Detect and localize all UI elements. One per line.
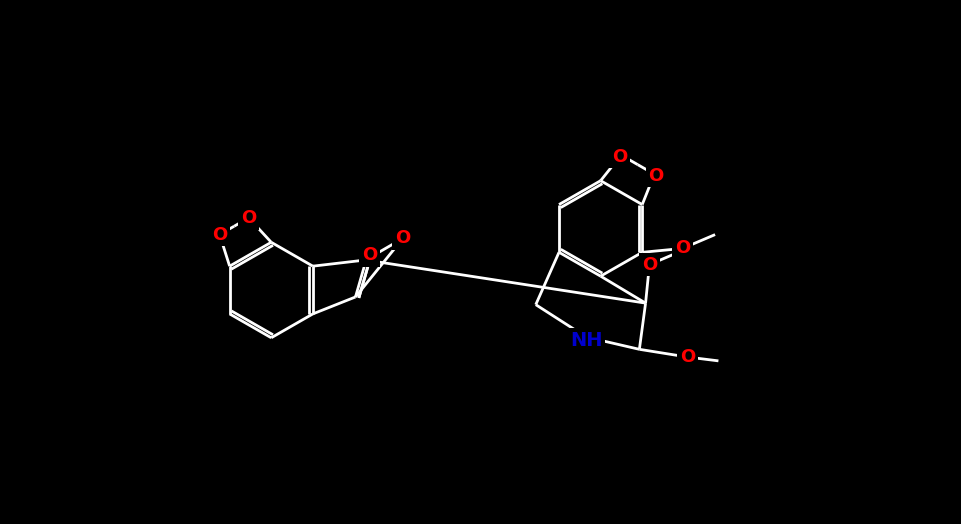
Text: O: O	[649, 167, 663, 184]
Text: O: O	[395, 230, 410, 247]
Text: O: O	[675, 239, 690, 257]
Text: O: O	[241, 209, 257, 227]
Text: O: O	[212, 225, 227, 244]
Text: O: O	[679, 348, 695, 366]
Text: O: O	[361, 246, 377, 265]
Text: NH: NH	[570, 331, 603, 351]
Text: O: O	[642, 256, 657, 274]
Text: O: O	[612, 148, 628, 166]
